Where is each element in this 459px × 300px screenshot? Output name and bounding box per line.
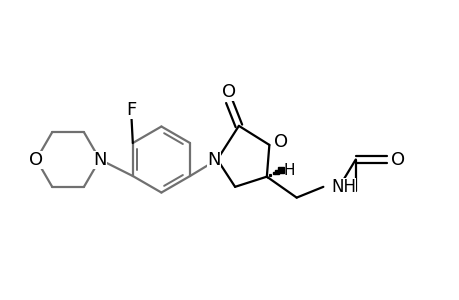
Text: O: O [273, 134, 287, 152]
Text: N: N [207, 151, 220, 169]
Text: N: N [93, 151, 106, 169]
Text: O: O [222, 82, 236, 100]
Text: NH: NH [330, 178, 355, 196]
Text: O: O [390, 151, 404, 169]
Text: O: O [29, 151, 43, 169]
Text: H: H [283, 163, 295, 178]
Text: F: F [126, 101, 136, 119]
